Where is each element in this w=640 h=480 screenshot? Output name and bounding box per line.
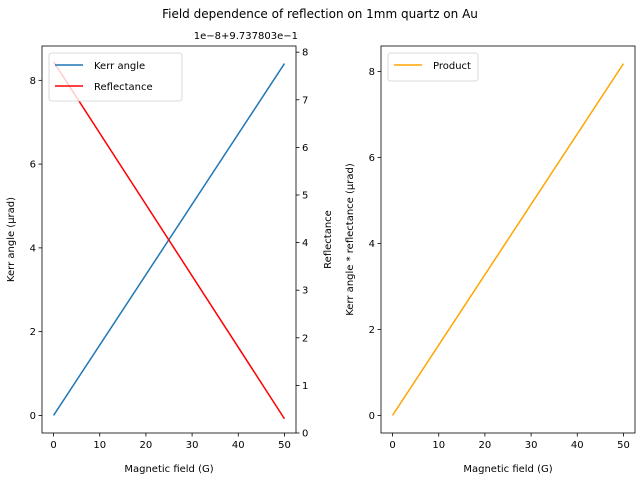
x-tick-label: 10 bbox=[93, 440, 106, 451]
y-tick-label: 6 bbox=[369, 153, 375, 164]
y-tick-label: 4 bbox=[30, 243, 36, 254]
y2-tick-label: 5 bbox=[302, 190, 308, 201]
figure-title: Field dependence of reflection on 1mm qu… bbox=[162, 7, 478, 21]
x-tick-label: 40 bbox=[232, 440, 245, 451]
y2-tick-label: 6 bbox=[302, 143, 308, 154]
y-axis-label: Kerr angle * reflectance (µrad) bbox=[345, 163, 356, 316]
y2-tick-label: 4 bbox=[302, 238, 308, 249]
x-tick-label: 0 bbox=[389, 440, 395, 451]
y2-tick-label: 7 bbox=[302, 95, 308, 106]
plot-frame bbox=[380, 45, 636, 434]
y2-offset-label: 1e−8+9.737803e−1 bbox=[194, 31, 298, 42]
series-line-reflectance bbox=[52, 61, 286, 420]
x-axis-label: Magnetic field (G) bbox=[463, 464, 552, 475]
x-tick-label: 50 bbox=[617, 440, 630, 451]
x-tick-label: 20 bbox=[479, 440, 492, 451]
y-tick-label: 8 bbox=[369, 67, 375, 78]
x-tick-label: 40 bbox=[571, 440, 584, 451]
series-line-product bbox=[391, 63, 625, 416]
y2-tick-label: 3 bbox=[302, 286, 308, 297]
y-tick-label: 4 bbox=[369, 239, 375, 250]
x-tick-label: 20 bbox=[140, 440, 153, 451]
plot-frame bbox=[41, 45, 297, 434]
y2-tick-label: 2 bbox=[302, 333, 308, 344]
y-tick-label: 2 bbox=[369, 325, 375, 336]
y-tick-label: 0 bbox=[30, 411, 36, 422]
legend-label: Kerr angle bbox=[94, 61, 145, 72]
y-tick-label: 6 bbox=[30, 160, 36, 171]
y-tick-label: 8 bbox=[30, 76, 36, 87]
x-tick-label: 30 bbox=[525, 440, 538, 451]
y2-axis-label: Reflectance bbox=[323, 210, 334, 269]
y2-tick-label: 8 bbox=[302, 48, 308, 59]
legend-box bbox=[387, 52, 479, 82]
y-tick-label: 2 bbox=[30, 327, 36, 338]
x-axis-label: Magnetic field (G) bbox=[124, 464, 213, 475]
legend-label: Product bbox=[433, 61, 471, 72]
legend-label: Reflectance bbox=[94, 82, 153, 93]
x-tick-label: 30 bbox=[186, 440, 199, 451]
y-tick-label: 0 bbox=[369, 411, 375, 422]
y-axis-label: Kerr angle (µrad) bbox=[6, 197, 17, 282]
x-tick-label: 50 bbox=[278, 440, 291, 451]
y2-tick-label: 1 bbox=[302, 381, 308, 392]
x-tick-label: 0 bbox=[50, 440, 56, 451]
y2-tick-label: 0 bbox=[302, 429, 308, 440]
x-tick-label: 10 bbox=[432, 440, 445, 451]
